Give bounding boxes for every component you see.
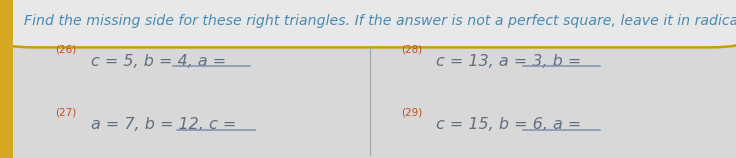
FancyBboxPatch shape	[0, 0, 13, 158]
Text: c = 5, b = 4, a =: c = 5, b = 4, a =	[91, 54, 231, 69]
Text: (28): (28)	[401, 44, 422, 54]
Text: c = 15, b = 6, a =: c = 15, b = 6, a =	[436, 117, 587, 132]
FancyBboxPatch shape	[0, 0, 736, 47]
Text: c = 13, a = 3, b =: c = 13, a = 3, b =	[436, 54, 587, 69]
Text: (27): (27)	[55, 107, 77, 117]
Text: (29): (29)	[401, 107, 422, 117]
Text: (26): (26)	[55, 44, 77, 54]
Text: Find the missing side for these right triangles. If the answer is not a perfect : Find the missing side for these right tr…	[24, 14, 736, 28]
Text: a = 7, b = 12, c =: a = 7, b = 12, c =	[91, 117, 241, 132]
